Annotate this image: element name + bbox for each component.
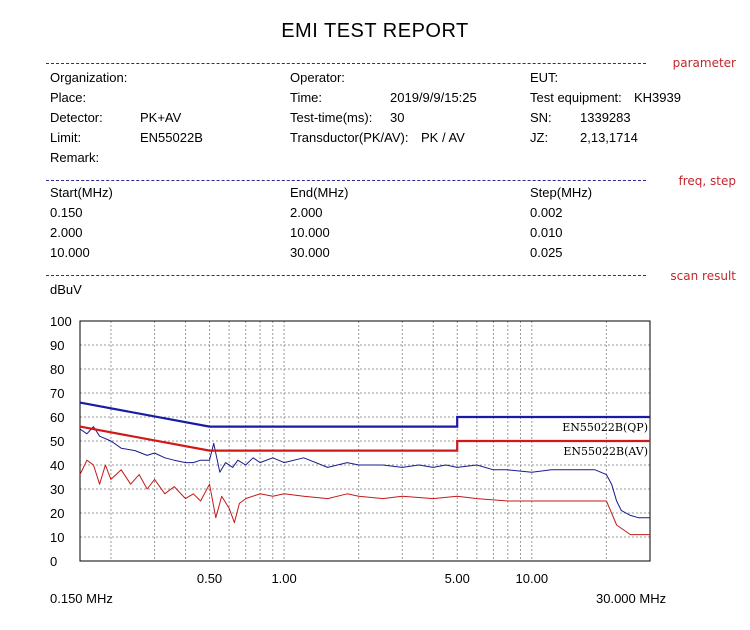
freq-cell: 30.000	[290, 245, 330, 260]
transductor-label: Transductor(PK/AV):	[290, 130, 409, 145]
eut-label: EUT:	[530, 70, 559, 85]
organization-label: Organization:	[50, 70, 128, 85]
freq-cell: 0.002	[530, 205, 563, 220]
freq-header-end: End(MHz)	[290, 185, 349, 200]
limit-label-qp: EN55022B(QP)	[562, 421, 648, 434]
measured-trace-peak	[79, 426, 650, 519]
time-label: Time:	[290, 90, 323, 105]
freq-cell: 0.010	[530, 225, 563, 240]
limit-line-qp	[79, 401, 650, 428]
y-tick-label: 30	[50, 482, 64, 497]
freq-cell: 10.000	[290, 225, 330, 240]
time-value: 2019/9/9/15:25	[390, 90, 477, 105]
transductor-value: PK / AV	[421, 130, 465, 145]
y-tick-label: 20	[50, 506, 64, 521]
detector-value: PK+AV	[140, 110, 182, 125]
y-axis-unit-label: dBuV	[50, 282, 82, 297]
jz-value: 2,13,1714	[580, 130, 638, 145]
x-tick-label: 10.00	[516, 571, 549, 586]
x-range-start-label: 0.150 MHz	[50, 591, 113, 606]
scan-result-section-label: scan result	[670, 269, 736, 283]
detector-label: Detector:	[50, 110, 103, 125]
x-tick-label: 1.00	[271, 571, 296, 586]
freq-cell: 10.000	[50, 245, 90, 260]
parameter-section-label: parameter	[672, 56, 736, 70]
test-equipment-label: Test equipment:	[530, 90, 622, 105]
report-title: EMI TEST REPORT	[281, 20, 469, 42]
remark-label: Remark:	[50, 150, 100, 165]
freq-cell: 2.000	[50, 225, 83, 240]
y-tick-label: 90	[50, 338, 64, 353]
operator-label: Operator:	[290, 70, 345, 85]
y-tick-label: 40	[50, 458, 64, 473]
scan-result-separator	[46, 275, 646, 276]
limit-line-av	[79, 425, 650, 452]
test-time-value: 30	[390, 110, 405, 125]
y-tick-label: 60	[50, 410, 64, 425]
freq-header-start: Start(MHz)	[50, 185, 113, 200]
measured-trace-average	[79, 459, 650, 536]
x-tick-label: 5.00	[445, 571, 470, 586]
sn-label: SN:	[530, 110, 552, 125]
freq-header-step: Step(MHz)	[530, 185, 593, 200]
y-tick-label: 100	[50, 314, 72, 329]
y-tick-label: 80	[50, 362, 64, 377]
y-tick-label: 10	[50, 530, 64, 545]
y-tick-label: 0	[50, 554, 57, 569]
limit-label-av: EN55022B(AV)	[563, 445, 648, 458]
sn-value: 1339283	[580, 110, 631, 125]
x-tick-label: 0.50	[197, 571, 222, 586]
jz-label: JZ:	[530, 130, 549, 145]
x-range-end-label: 30.000 MHz	[596, 591, 667, 606]
limit-value: EN55022B	[140, 130, 203, 145]
freq-cell: 0.025	[530, 245, 563, 260]
test-time-label: Test-time(ms):	[290, 110, 373, 125]
test-equipment-value: KH3939	[634, 90, 681, 105]
y-tick-label: 50	[50, 434, 64, 449]
freq-cell: 2.000	[290, 205, 323, 220]
place-label: Place:	[50, 90, 87, 105]
limit-label: Limit:	[50, 130, 82, 145]
y-tick-label: 70	[50, 386, 64, 401]
parameter-separator	[46, 63, 646, 64]
freq-step-section-label: freq, step	[678, 174, 736, 188]
freq-cell: 0.150	[50, 205, 83, 220]
freq-step-separator	[46, 180, 646, 181]
